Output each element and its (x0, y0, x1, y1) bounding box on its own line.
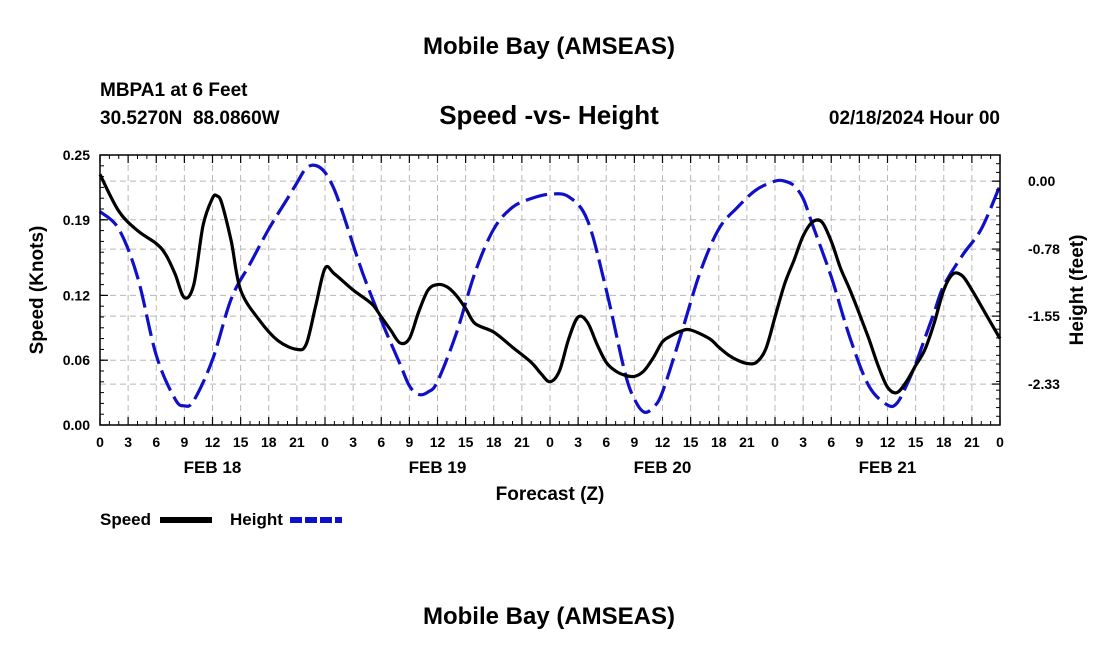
x-tick-label: 3 (349, 434, 357, 450)
x-tick-label: 18 (711, 434, 727, 450)
x-tick-label: 21 (514, 434, 530, 450)
y-left-tick-label: 0.25 (63, 147, 90, 163)
x-tick-label: 9 (855, 434, 863, 450)
coords-label: 30.5270N 88.0860W (100, 108, 280, 129)
x-tick-label: 15 (233, 434, 249, 450)
x-tick-label: 21 (289, 434, 305, 450)
series-line-speed (98, 173, 1002, 395)
y-axis-right-label: Height (feet) (1067, 235, 1088, 346)
x-tick-label: 6 (152, 434, 160, 450)
x-tick-label: 12 (205, 434, 221, 450)
x-tick-label: 0 (546, 434, 554, 450)
x-tick-label: 0 (321, 434, 329, 450)
x-tick-label: 18 (261, 434, 277, 450)
series-layer (98, 163, 1002, 414)
chart-subtitle: Speed -vs- Height (439, 100, 659, 130)
x-axis-label: Forecast (Z) (496, 484, 605, 505)
y-left-tick-label: 0.06 (63, 352, 90, 368)
x-tick-label: 18 (936, 434, 952, 450)
x-tick-label: 21 (964, 434, 980, 450)
x-tick-label: 3 (799, 434, 807, 450)
y-right-tick-label: 0.00 (1028, 173, 1055, 189)
x-tick-label: 15 (458, 434, 474, 450)
y-left-tick-label: 0.19 (63, 212, 90, 228)
chart-title: Mobile Bay (AMSEAS) (423, 33, 675, 60)
station-label: MBPA1 at 6 Feet (100, 80, 248, 101)
x-tick-label: 0 (996, 434, 1004, 450)
ticks: 0 3 6 9 12 15 18 21 0 3 6 9 12 15 18 21 0 3 6 9 12 15 18 21 0 3 6 9… (63, 147, 1060, 477)
date-label: 02/18/2024 Hour 00 (829, 108, 1000, 129)
x-tick-label: 9 (630, 434, 638, 450)
y-left-tick-label: 0.00 (63, 417, 90, 433)
x-tick-label: 15 (908, 434, 924, 450)
y-axis-left-label: Speed (Knots) (27, 226, 48, 355)
day-label: FEB 20 (634, 458, 692, 477)
x-tick-label: 6 (377, 434, 385, 450)
x-tick-label: 3 (574, 434, 582, 450)
x-tick-label: 12 (880, 434, 896, 450)
x-tick-label: 6 (827, 434, 835, 450)
legend-speed-label: Speed (100, 510, 151, 529)
day-label: FEB 19 (409, 458, 467, 477)
x-tick-label: 21 (739, 434, 755, 450)
x-tick-label: 9 (405, 434, 413, 450)
y-right-tick-label: -1.55 (1028, 308, 1060, 324)
y-right-tick-label: -0.78 (1028, 241, 1060, 257)
legend-height-label: Height (230, 510, 283, 529)
x-tick-label: 12 (655, 434, 671, 450)
series-line-height (98, 163, 1002, 414)
x-tick-label: 18 (486, 434, 502, 450)
x-tick-label: 12 (430, 434, 446, 450)
legend: Speed Height (100, 510, 342, 529)
x-tick-label: 15 (683, 434, 699, 450)
x-tick-label: 0 (771, 434, 779, 450)
x-tick-label: 3 (124, 434, 132, 450)
y-right-tick-label: -2.33 (1028, 376, 1060, 392)
chart-title-repeat: Mobile Bay (AMSEAS) (423, 603, 675, 630)
day-label: FEB 18 (184, 458, 242, 477)
x-tick-label: 9 (180, 434, 188, 450)
x-tick-label: 0 (96, 434, 104, 450)
x-tick-label: 6 (602, 434, 610, 450)
y-left-tick-label: 0.12 (63, 287, 90, 303)
day-label: FEB 21 (859, 458, 917, 477)
